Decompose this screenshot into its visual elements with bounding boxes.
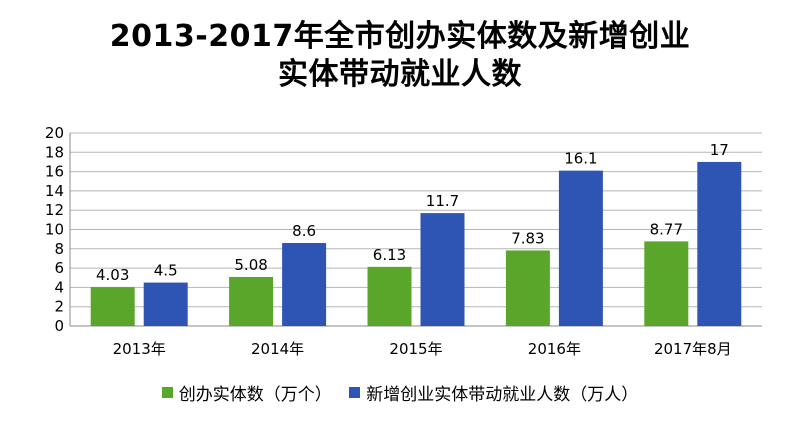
y-tick-label-12: 12 bbox=[45, 201, 64, 219]
data-label-series-2-4: 16.1 bbox=[564, 150, 597, 168]
data-label-series-1-5: 8.77 bbox=[650, 220, 683, 238]
bar-series-1-2 bbox=[229, 276, 274, 326]
bar-series-2-1 bbox=[143, 282, 188, 326]
data-label-series-2-1: 4.5 bbox=[154, 262, 178, 280]
x-category-label-5: 2017年8月 bbox=[654, 340, 732, 358]
y-tick-label-6: 6 bbox=[54, 259, 64, 277]
legend-entry-series-2: 新增创业实体带动就业人数（万人） bbox=[349, 380, 638, 405]
legend: 创办实体数（万个） 新增创业实体带动就业人数（万人） bbox=[0, 380, 800, 405]
bar-series-2-4 bbox=[558, 170, 603, 326]
bar-series-1-4 bbox=[505, 250, 550, 326]
data-label-series-2-3: 11.7 bbox=[426, 192, 459, 210]
y-tick-label-18: 18 bbox=[45, 143, 64, 161]
x-category-label-2: 2014年 bbox=[251, 340, 304, 358]
data-label-series-1-3: 6.13 bbox=[373, 246, 406, 264]
legend-label-series-1: 创办实体数（万个） bbox=[178, 385, 332, 405]
bar-series-2-2 bbox=[282, 243, 327, 326]
bar-series-1-1 bbox=[90, 287, 135, 326]
x-category-label-3: 2015年 bbox=[389, 340, 442, 358]
chart-title-line-1: 2013-2017年全市创办实体数及新增创业 bbox=[109, 19, 691, 54]
data-label-series-2-2: 8.6 bbox=[292, 222, 316, 240]
y-tick-label-0: 0 bbox=[54, 317, 64, 335]
y-tick-label-14: 14 bbox=[45, 182, 64, 200]
y-tick-label-8: 8 bbox=[54, 240, 64, 258]
bar-series-1-3 bbox=[367, 266, 412, 326]
y-tick-label-10: 10 bbox=[45, 221, 64, 239]
data-label-series-1-1: 4.03 bbox=[96, 266, 129, 284]
y-tick-label-4: 4 bbox=[54, 278, 64, 296]
data-label-series-1-2: 5.08 bbox=[234, 256, 267, 274]
bar-series-2-3 bbox=[420, 213, 465, 326]
data-label-series-1-4: 7.83 bbox=[511, 229, 544, 247]
x-category-label-1: 2013年 bbox=[113, 340, 166, 358]
x-category-label-4: 2016年 bbox=[528, 340, 581, 358]
data-label-series-2-5: 17 bbox=[710, 141, 729, 159]
y-tick-label-20: 20 bbox=[45, 124, 64, 142]
chart-title: 2013-2017年全市创办实体数及新增创业 实体带动就业人数 bbox=[0, 18, 800, 94]
bar-series-2-5 bbox=[697, 161, 742, 326]
legend-swatch-blue bbox=[349, 387, 361, 398]
legend-swatch-green bbox=[161, 387, 173, 398]
chart-title-line-2: 实体带动就业人数 bbox=[278, 57, 522, 92]
y-tick-label-2: 2 bbox=[54, 298, 64, 316]
y-tick-label-16: 16 bbox=[45, 163, 64, 181]
legend-label-series-2: 新增创业实体带动就业人数（万人） bbox=[366, 385, 639, 405]
legend-entry-series-1: 创办实体数（万个） bbox=[161, 380, 332, 405]
bar-series-1-5 bbox=[644, 241, 689, 326]
